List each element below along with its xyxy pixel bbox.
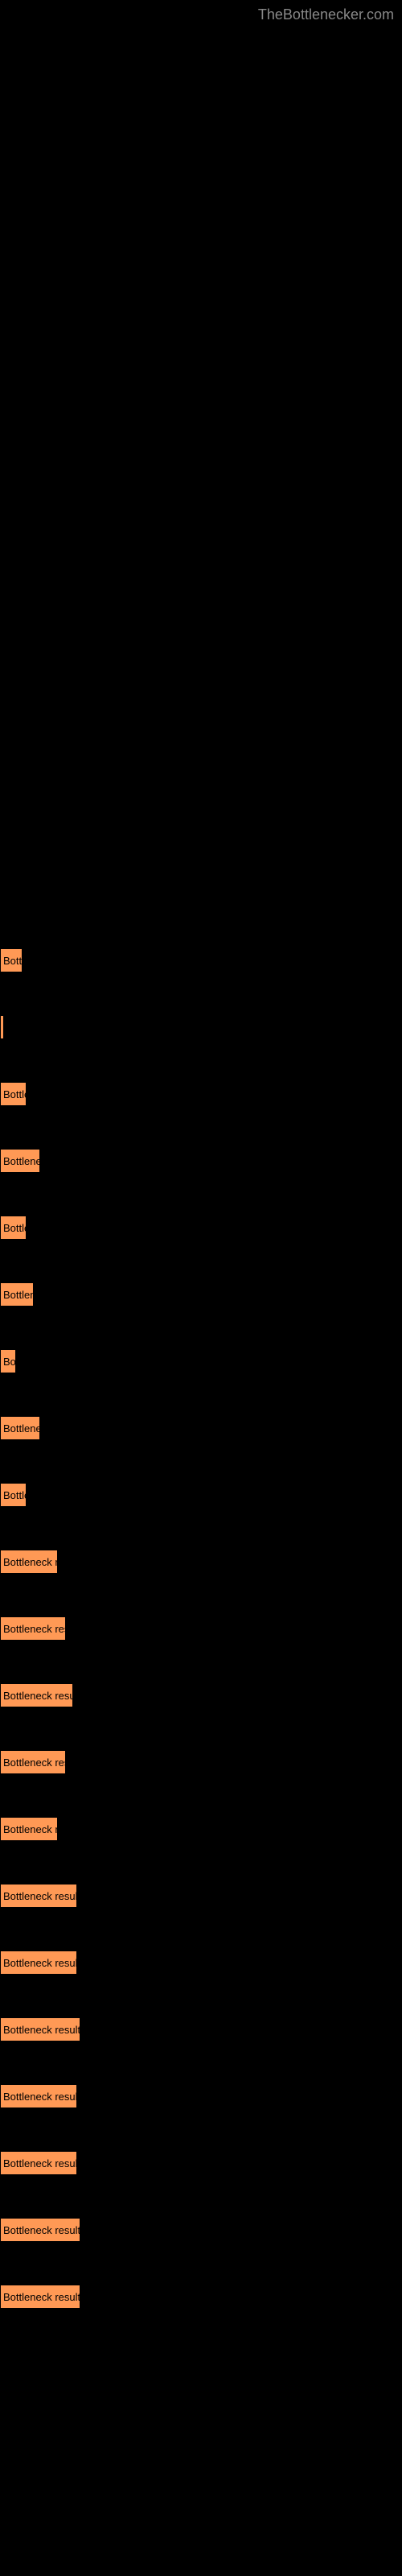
chart-bar: Bottleneck resu xyxy=(0,1616,66,1641)
bar-row: Bottle xyxy=(0,1483,402,1550)
bar-row: Bottleneck resu xyxy=(0,1616,402,1683)
bar-row: Bottleneck re xyxy=(0,1817,402,1884)
bar-label: Bottleneck result xyxy=(3,1690,73,1702)
chart-bar: Bottleneck result xyxy=(0,1683,73,1707)
chart-bar: Bottleneck result xyxy=(0,2017,80,2041)
chart-bar: Bottleneck re xyxy=(0,1817,58,1841)
bar-label: Bottleneck result xyxy=(3,2091,77,2103)
bar-label: Bottlen xyxy=(3,1289,34,1301)
chart-bar: Bott xyxy=(0,948,23,972)
bar-row: Bottleneck result xyxy=(0,1951,402,2017)
chart-bar: Bottleneck result xyxy=(0,2285,80,2309)
chart-bar: Bottleneck result xyxy=(0,1884,77,1908)
chart-bar: Bottleneck resu xyxy=(0,1750,66,1774)
bar-label: Bottleneck resu xyxy=(3,1623,66,1635)
bar-label: Bottleneck result xyxy=(3,1890,77,1902)
chart-bar xyxy=(0,1015,4,1039)
bar-label: Bottleneck result xyxy=(3,2024,80,2036)
bar-row: Bottleneck result xyxy=(0,1884,402,1951)
bar-label: Bottleneck resu xyxy=(3,1757,66,1769)
bar-label: Bottleneck re xyxy=(3,1556,58,1568)
bar-row: Bottleneck re xyxy=(0,1550,402,1616)
bar-row: Bottleneck result xyxy=(0,1683,402,1750)
bar-label: Bottle xyxy=(3,1222,27,1234)
bar-label: Bottleneck result xyxy=(3,2291,80,2303)
bar-row: Bottle xyxy=(0,1216,402,1282)
bar-label: Bottle xyxy=(3,1088,27,1100)
bar-label: Bottleneck re xyxy=(3,1823,58,1835)
chart-bar: Bottleneck re xyxy=(0,1550,58,1574)
chart-bar: Bottleneck result xyxy=(0,1951,77,1975)
bar-row: Bottleneck result xyxy=(0,2151,402,2218)
chart-bar: Bottlenec xyxy=(0,1149,40,1173)
bar-row: Bottle xyxy=(0,1082,402,1149)
bar-row: Bottleneck result xyxy=(0,2285,402,2351)
chart-bar: Bottle xyxy=(0,1082,27,1106)
bar-label: Bottlenec xyxy=(3,1155,40,1167)
bar-label: Bottleneck result xyxy=(3,1957,77,1969)
chart-bar: Bottle xyxy=(0,1483,27,1507)
bar-row: Bottlen xyxy=(0,1282,402,1349)
bar-row xyxy=(0,1015,402,1082)
chart-bar: Bottleneck result xyxy=(0,2218,80,2242)
bar-row: Bo xyxy=(0,1349,402,1416)
bar-row: Bottlenec xyxy=(0,1416,402,1483)
chart-bar: Bottleneck result xyxy=(0,2084,77,2108)
bar-label: Bottleneck result xyxy=(3,2224,80,2236)
chart-bar: Bottle xyxy=(0,1216,27,1240)
bar-row: Bottleneck result xyxy=(0,2218,402,2285)
bar-row: Bottleneck result xyxy=(0,2084,402,2151)
bar-label: Bottle xyxy=(3,1489,27,1501)
watermark: TheBottlenecker.com xyxy=(258,6,394,23)
chart-bar: Bo xyxy=(0,1349,16,1373)
bar-label: Bo xyxy=(3,1356,16,1368)
bar-chart: Bott Bottle Bottlenec Bottle Bottlen Bo Bottle… xyxy=(0,948,402,2351)
bar-label: Bottlenec xyxy=(3,1422,40,1435)
bar-row: Bottleneck result xyxy=(0,2017,402,2084)
chart-bar: Bottlenec xyxy=(0,1416,40,1440)
bar-row: Bottleneck resu xyxy=(0,1750,402,1817)
chart-bar: Bottlen xyxy=(0,1282,34,1307)
bar-label: Bott xyxy=(3,955,22,967)
bar-row: Bottlenec xyxy=(0,1149,402,1216)
bar-label: Bottleneck result xyxy=(3,2157,77,2169)
chart-bar: Bottleneck result xyxy=(0,2151,77,2175)
bar-row: Bott xyxy=(0,948,402,1015)
